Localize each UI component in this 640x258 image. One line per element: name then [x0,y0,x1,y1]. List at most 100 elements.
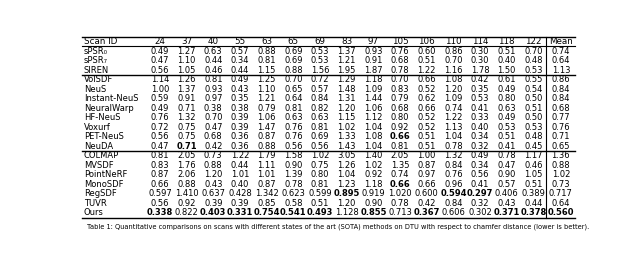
Text: 0.84: 0.84 [552,85,570,94]
Text: NeuDA: NeuDA [84,142,113,151]
Text: 0.78: 0.78 [444,142,463,151]
Text: 1.50: 1.50 [497,66,516,75]
Text: 1.20: 1.20 [337,104,356,113]
Text: 0.51: 0.51 [497,47,516,56]
Text: 0.41: 0.41 [471,104,490,113]
Text: 0.92: 0.92 [177,199,196,208]
Text: 0.68: 0.68 [391,56,410,65]
Text: 0.84: 0.84 [444,199,463,208]
Text: 0.43: 0.43 [204,180,223,189]
Text: MVSDF: MVSDF [84,161,113,170]
Text: 1.00: 1.00 [417,151,436,160]
Text: 1.13: 1.13 [552,66,570,75]
Text: 0.56: 0.56 [471,170,490,179]
Text: 0.57: 0.57 [231,47,249,56]
Text: 0.599: 0.599 [308,189,332,198]
Text: 1.02: 1.02 [364,161,383,170]
Text: 0.76: 0.76 [284,132,303,141]
Text: 1.02: 1.02 [337,123,356,132]
Text: 0.594: 0.594 [440,189,467,198]
Text: 2.05: 2.05 [177,151,196,160]
Text: 0.78: 0.78 [391,199,410,208]
Text: 0.42: 0.42 [471,75,490,84]
Text: 0.713: 0.713 [388,208,412,217]
Text: 0.90: 0.90 [364,199,383,208]
Text: 0.34: 0.34 [471,132,490,141]
Text: 0.717: 0.717 [549,189,573,198]
Text: 0.33: 0.33 [471,113,490,122]
Text: 0.83: 0.83 [150,161,169,170]
Text: 1.58: 1.58 [284,151,303,160]
Text: 1.17: 1.17 [524,151,543,160]
Text: 1.15: 1.15 [257,66,276,75]
Text: 1.33: 1.33 [337,132,356,141]
Text: 1.12: 1.12 [364,113,383,122]
Text: 0.32: 0.32 [471,142,490,151]
Text: 0.80: 0.80 [497,94,516,103]
Text: sPSR₇: sPSR₇ [84,56,108,65]
Text: SIREN: SIREN [84,66,109,75]
Text: 1.09: 1.09 [444,94,463,103]
Text: 0.74: 0.74 [444,104,463,113]
Text: 63: 63 [261,37,272,46]
Text: 0.90: 0.90 [284,161,303,170]
Text: 0.81: 0.81 [311,180,329,189]
Text: 1.10: 1.10 [257,85,276,94]
Text: 1.342: 1.342 [255,189,278,198]
Text: 0.50: 0.50 [524,94,543,103]
Text: 0.754: 0.754 [253,208,280,217]
Text: 0.49: 0.49 [231,75,249,84]
Text: 1.23: 1.23 [337,180,356,189]
Text: 0.38: 0.38 [204,104,223,113]
Text: 0.70: 0.70 [204,113,223,122]
Text: 0.40: 0.40 [231,180,249,189]
Text: 1.20: 1.20 [444,85,463,94]
Text: 1.21: 1.21 [257,94,276,103]
Text: 0.297: 0.297 [467,189,493,198]
Text: 0.53: 0.53 [524,123,543,132]
Text: 1.08: 1.08 [444,75,463,84]
Text: 0.52: 0.52 [417,113,436,122]
Text: 1.128: 1.128 [335,208,358,217]
Text: 0.637: 0.637 [202,189,225,198]
Text: 0.88: 0.88 [257,142,276,151]
Text: 0.71: 0.71 [177,104,196,113]
Text: 0.32: 0.32 [471,199,490,208]
Text: PET-NeuS: PET-NeuS [84,132,124,141]
Text: 0.87: 0.87 [150,170,169,179]
Text: 0.65: 0.65 [284,85,303,94]
Text: 0.82: 0.82 [311,104,329,113]
Text: 1.29: 1.29 [337,75,356,84]
Text: 0.81: 0.81 [311,123,329,132]
Text: 0.51: 0.51 [417,56,436,65]
Text: 0.51: 0.51 [311,199,329,208]
Text: 0.63: 0.63 [284,113,303,122]
Text: 1.27: 1.27 [177,47,196,56]
Text: 0.36: 0.36 [230,142,250,151]
Text: 0.51: 0.51 [497,132,516,141]
Text: 0.86: 0.86 [552,75,570,84]
Text: 0.39: 0.39 [204,199,223,208]
Text: 0.57: 0.57 [497,180,516,189]
Text: 0.378: 0.378 [520,208,547,217]
Text: 1.32: 1.32 [444,151,463,160]
Text: 0.60: 0.60 [417,47,436,56]
Text: 0.76: 0.76 [150,113,169,122]
Text: 0.56: 0.56 [150,132,169,141]
Text: MonoSDF: MonoSDF [84,180,124,189]
Text: 0.73: 0.73 [552,180,570,189]
Text: 1.11: 1.11 [257,161,276,170]
Text: 0.62: 0.62 [417,94,436,103]
Text: 0.96: 0.96 [444,180,463,189]
Text: VolSDF: VolSDF [84,75,113,84]
Text: 0.53: 0.53 [524,66,543,75]
Text: 0.97: 0.97 [417,170,436,179]
Text: 0.64: 0.64 [284,94,303,103]
Text: 118: 118 [499,37,515,46]
Text: 105: 105 [392,37,408,46]
Text: 1.40: 1.40 [364,151,383,160]
Text: 0.81: 0.81 [391,142,410,151]
Text: 2.05: 2.05 [391,151,409,160]
Text: 0.53: 0.53 [471,94,490,103]
Text: Ours: Ours [84,208,104,217]
